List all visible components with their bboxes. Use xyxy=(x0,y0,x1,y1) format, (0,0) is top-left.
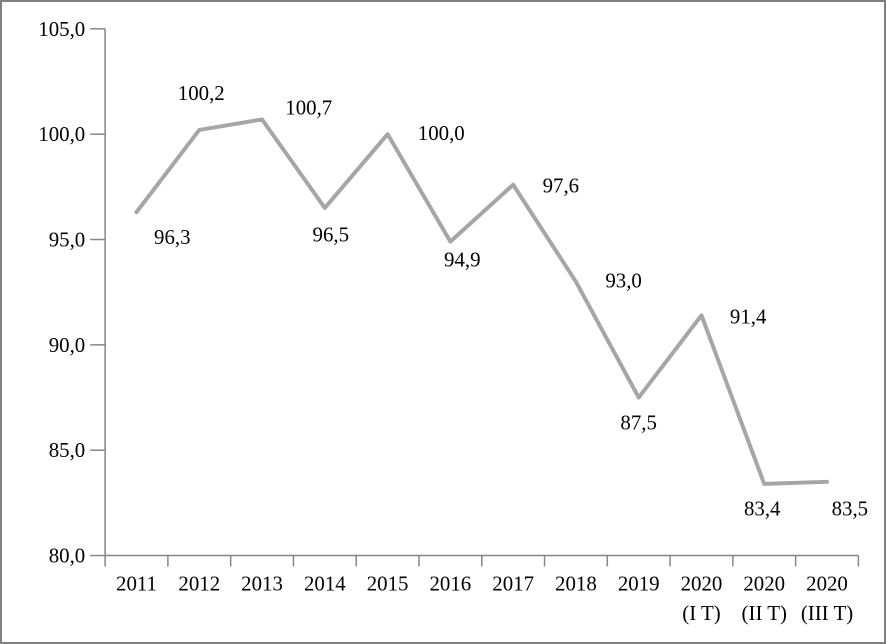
y-tick-label: 95,0 xyxy=(49,227,86,251)
x-tick-label: 2013 xyxy=(241,571,283,595)
x-tick-label: 2016 xyxy=(430,571,472,595)
y-tick-label: 90,0 xyxy=(49,333,86,357)
x-tick-label: 2018 xyxy=(555,571,597,595)
data-label: 100,7 xyxy=(285,95,332,119)
x-tick-label: 2020 (I T) xyxy=(681,571,723,625)
y-tick-label: 100,0 xyxy=(38,122,85,146)
y-tick-label: 85,0 xyxy=(49,438,86,462)
data-label: 96,3 xyxy=(154,225,191,249)
x-tick-label: 2011 xyxy=(116,571,157,595)
x-tick-label: 2020 (III T) xyxy=(801,571,853,625)
x-tick-label: 2014 xyxy=(304,571,346,595)
x-tick-label: 2015 xyxy=(367,571,409,595)
data-label: 93,0 xyxy=(605,269,642,293)
y-tick-label: 80,0 xyxy=(49,543,86,567)
data-label: 100,2 xyxy=(178,81,225,105)
x-tick-label: 2017 xyxy=(492,571,534,595)
data-label: 94,9 xyxy=(444,247,481,271)
data-label: 100,0 xyxy=(418,121,465,145)
data-label: 97,6 xyxy=(543,174,580,198)
data-label: 96,5 xyxy=(313,223,350,247)
data-label: 83,4 xyxy=(744,497,781,521)
x-tick-label: 2020 (II T) xyxy=(742,571,787,625)
y-tick-label: 105,0 xyxy=(38,17,85,41)
data-label: 91,4 xyxy=(730,304,767,328)
x-tick-label: 2012 xyxy=(178,571,220,595)
data-label: 83,5 xyxy=(832,497,869,521)
x-tick-label: 2019 xyxy=(618,571,660,595)
data-line xyxy=(134,117,830,486)
data-label: 87,5 xyxy=(620,410,657,434)
